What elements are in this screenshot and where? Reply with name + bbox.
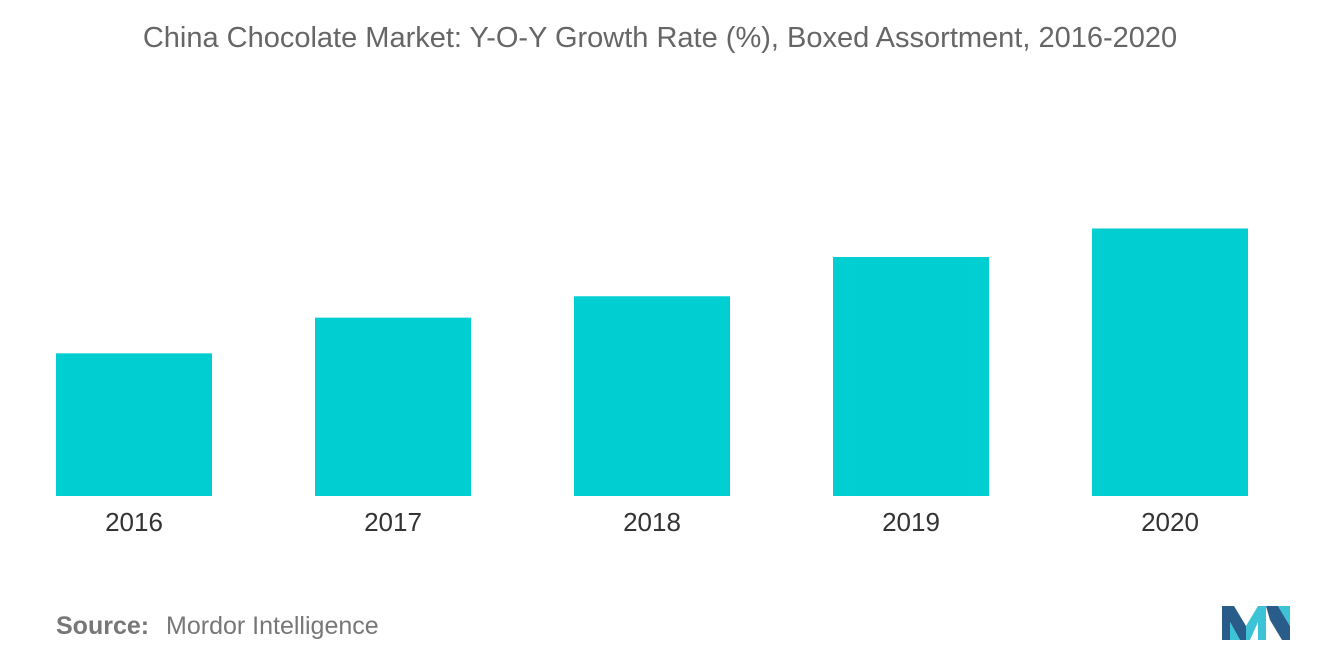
- bar-2017: [315, 317, 471, 496]
- x-tick-label-2017: 2017: [364, 507, 422, 537]
- x-tick-label-2018: 2018: [623, 507, 681, 537]
- bar-2018: [574, 296, 730, 496]
- source-label: Source:: [56, 612, 150, 640]
- x-tick-label-2016: 2016: [105, 507, 163, 537]
- source-note: Source: Mordor Intelligence: [56, 612, 379, 641]
- bar-2019: [833, 257, 989, 496]
- chart-title: China Chocolate Market: Y-O-Y Growth Rat…: [142, 22, 1178, 54]
- mordor-intelligence-logo-icon: [1222, 606, 1290, 640]
- x-tick-label-2019: 2019: [882, 507, 940, 537]
- bar-2016: [56, 353, 212, 496]
- bar-2020: [1092, 228, 1248, 496]
- x-tick-label-2020: 2020: [1141, 507, 1199, 537]
- source-value: Mordor Intelligence: [166, 612, 379, 640]
